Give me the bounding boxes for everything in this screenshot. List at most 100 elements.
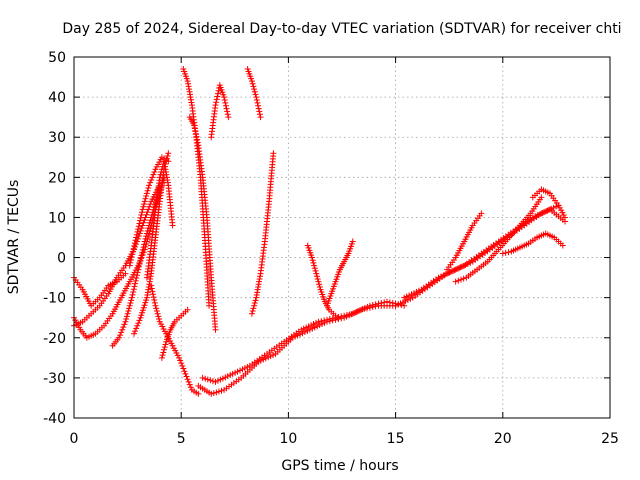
data-point <box>139 249 146 256</box>
x-tick-label: 15 <box>387 431 405 447</box>
data-point <box>381 299 388 306</box>
data-point <box>256 108 263 115</box>
data-point <box>316 281 323 288</box>
data-point <box>222 102 229 109</box>
data-point <box>150 294 157 301</box>
data-point <box>346 311 353 318</box>
series-arc-8 <box>148 282 202 397</box>
data-point <box>160 349 167 356</box>
data-point <box>161 346 168 353</box>
series-arc-14 <box>248 150 277 317</box>
series-arc-16 <box>199 298 408 385</box>
data-point <box>123 316 130 323</box>
data-point <box>159 352 166 359</box>
data-point <box>143 233 150 240</box>
x-tick-label: 20 <box>494 431 512 447</box>
data-point <box>221 94 228 101</box>
data-point <box>153 305 160 312</box>
data-point <box>150 171 157 178</box>
data-point <box>177 357 184 364</box>
data-point <box>199 374 206 381</box>
data-point <box>316 283 323 290</box>
series-arc-24 <box>529 186 568 221</box>
data-point <box>192 127 199 134</box>
data-point <box>344 312 351 319</box>
data-point <box>214 93 221 100</box>
data-point <box>222 99 229 106</box>
data-point <box>128 297 135 304</box>
data-point <box>129 291 136 298</box>
data-point <box>128 256 135 263</box>
data-point <box>147 201 154 208</box>
series-arc-17 <box>304 242 341 321</box>
y-tick-label: 0 <box>57 251 66 267</box>
series-arc-15 <box>195 302 399 397</box>
x-tick-label: 0 <box>70 431 79 447</box>
data-point <box>161 344 168 351</box>
data-point <box>126 305 133 312</box>
data-point <box>152 302 159 309</box>
data-point <box>144 187 151 194</box>
data-point <box>124 310 131 317</box>
data-point <box>187 384 194 391</box>
data-point <box>135 320 142 327</box>
axis-ticks: 0 5 10 15 20 25 -40 -30 -20 -10 0 10 20 30 40 50 <box>43 50 619 447</box>
series-arc-12 <box>208 82 232 141</box>
series-arc-23 <box>499 230 566 257</box>
data-point <box>131 283 138 290</box>
data-point <box>137 255 144 262</box>
data-point <box>210 390 217 397</box>
data-point <box>145 225 152 232</box>
data-point <box>123 313 130 320</box>
data-point <box>126 302 133 309</box>
series-arc-22 <box>452 194 545 285</box>
data-point <box>156 316 163 323</box>
data-marks <box>71 66 568 397</box>
series-arc-5 <box>126 154 172 269</box>
data-point <box>457 276 464 283</box>
data-point <box>460 275 467 282</box>
data-point <box>192 130 199 137</box>
data-point <box>140 219 147 226</box>
data-point <box>326 316 333 323</box>
data-point <box>141 241 148 248</box>
data-point <box>132 328 139 335</box>
data-point <box>118 329 125 336</box>
data-point <box>138 212 145 219</box>
series-arc-10 <box>180 66 213 309</box>
data-point <box>215 87 222 94</box>
data-point <box>150 291 157 298</box>
data-point <box>195 390 202 397</box>
data-point <box>206 302 213 309</box>
data-point <box>214 90 221 97</box>
series-arc-13 <box>244 66 264 121</box>
data-point <box>141 201 148 208</box>
data-point <box>310 259 317 266</box>
data-point <box>250 305 257 312</box>
data-point <box>154 310 161 317</box>
data-point <box>502 249 509 256</box>
data-point <box>209 378 216 385</box>
data-point <box>194 139 201 146</box>
data-point <box>257 114 264 121</box>
data-point <box>334 314 341 321</box>
data-point <box>253 96 260 103</box>
data-point <box>134 228 141 235</box>
data-point <box>141 198 148 205</box>
data-point <box>249 80 256 87</box>
y-tick-label: -40 <box>43 411 66 427</box>
data-point <box>131 242 138 249</box>
data-point <box>141 217 148 224</box>
data-point <box>256 111 263 118</box>
data-point <box>135 263 142 270</box>
data-point <box>156 174 163 181</box>
data-point <box>369 302 376 309</box>
data-point <box>314 275 321 282</box>
data-point <box>125 308 132 315</box>
data-point <box>186 381 193 388</box>
data-point <box>137 314 144 321</box>
data-point <box>128 294 135 301</box>
data-point <box>132 277 139 284</box>
series-arc-18 <box>323 238 356 309</box>
data-point <box>132 280 139 287</box>
